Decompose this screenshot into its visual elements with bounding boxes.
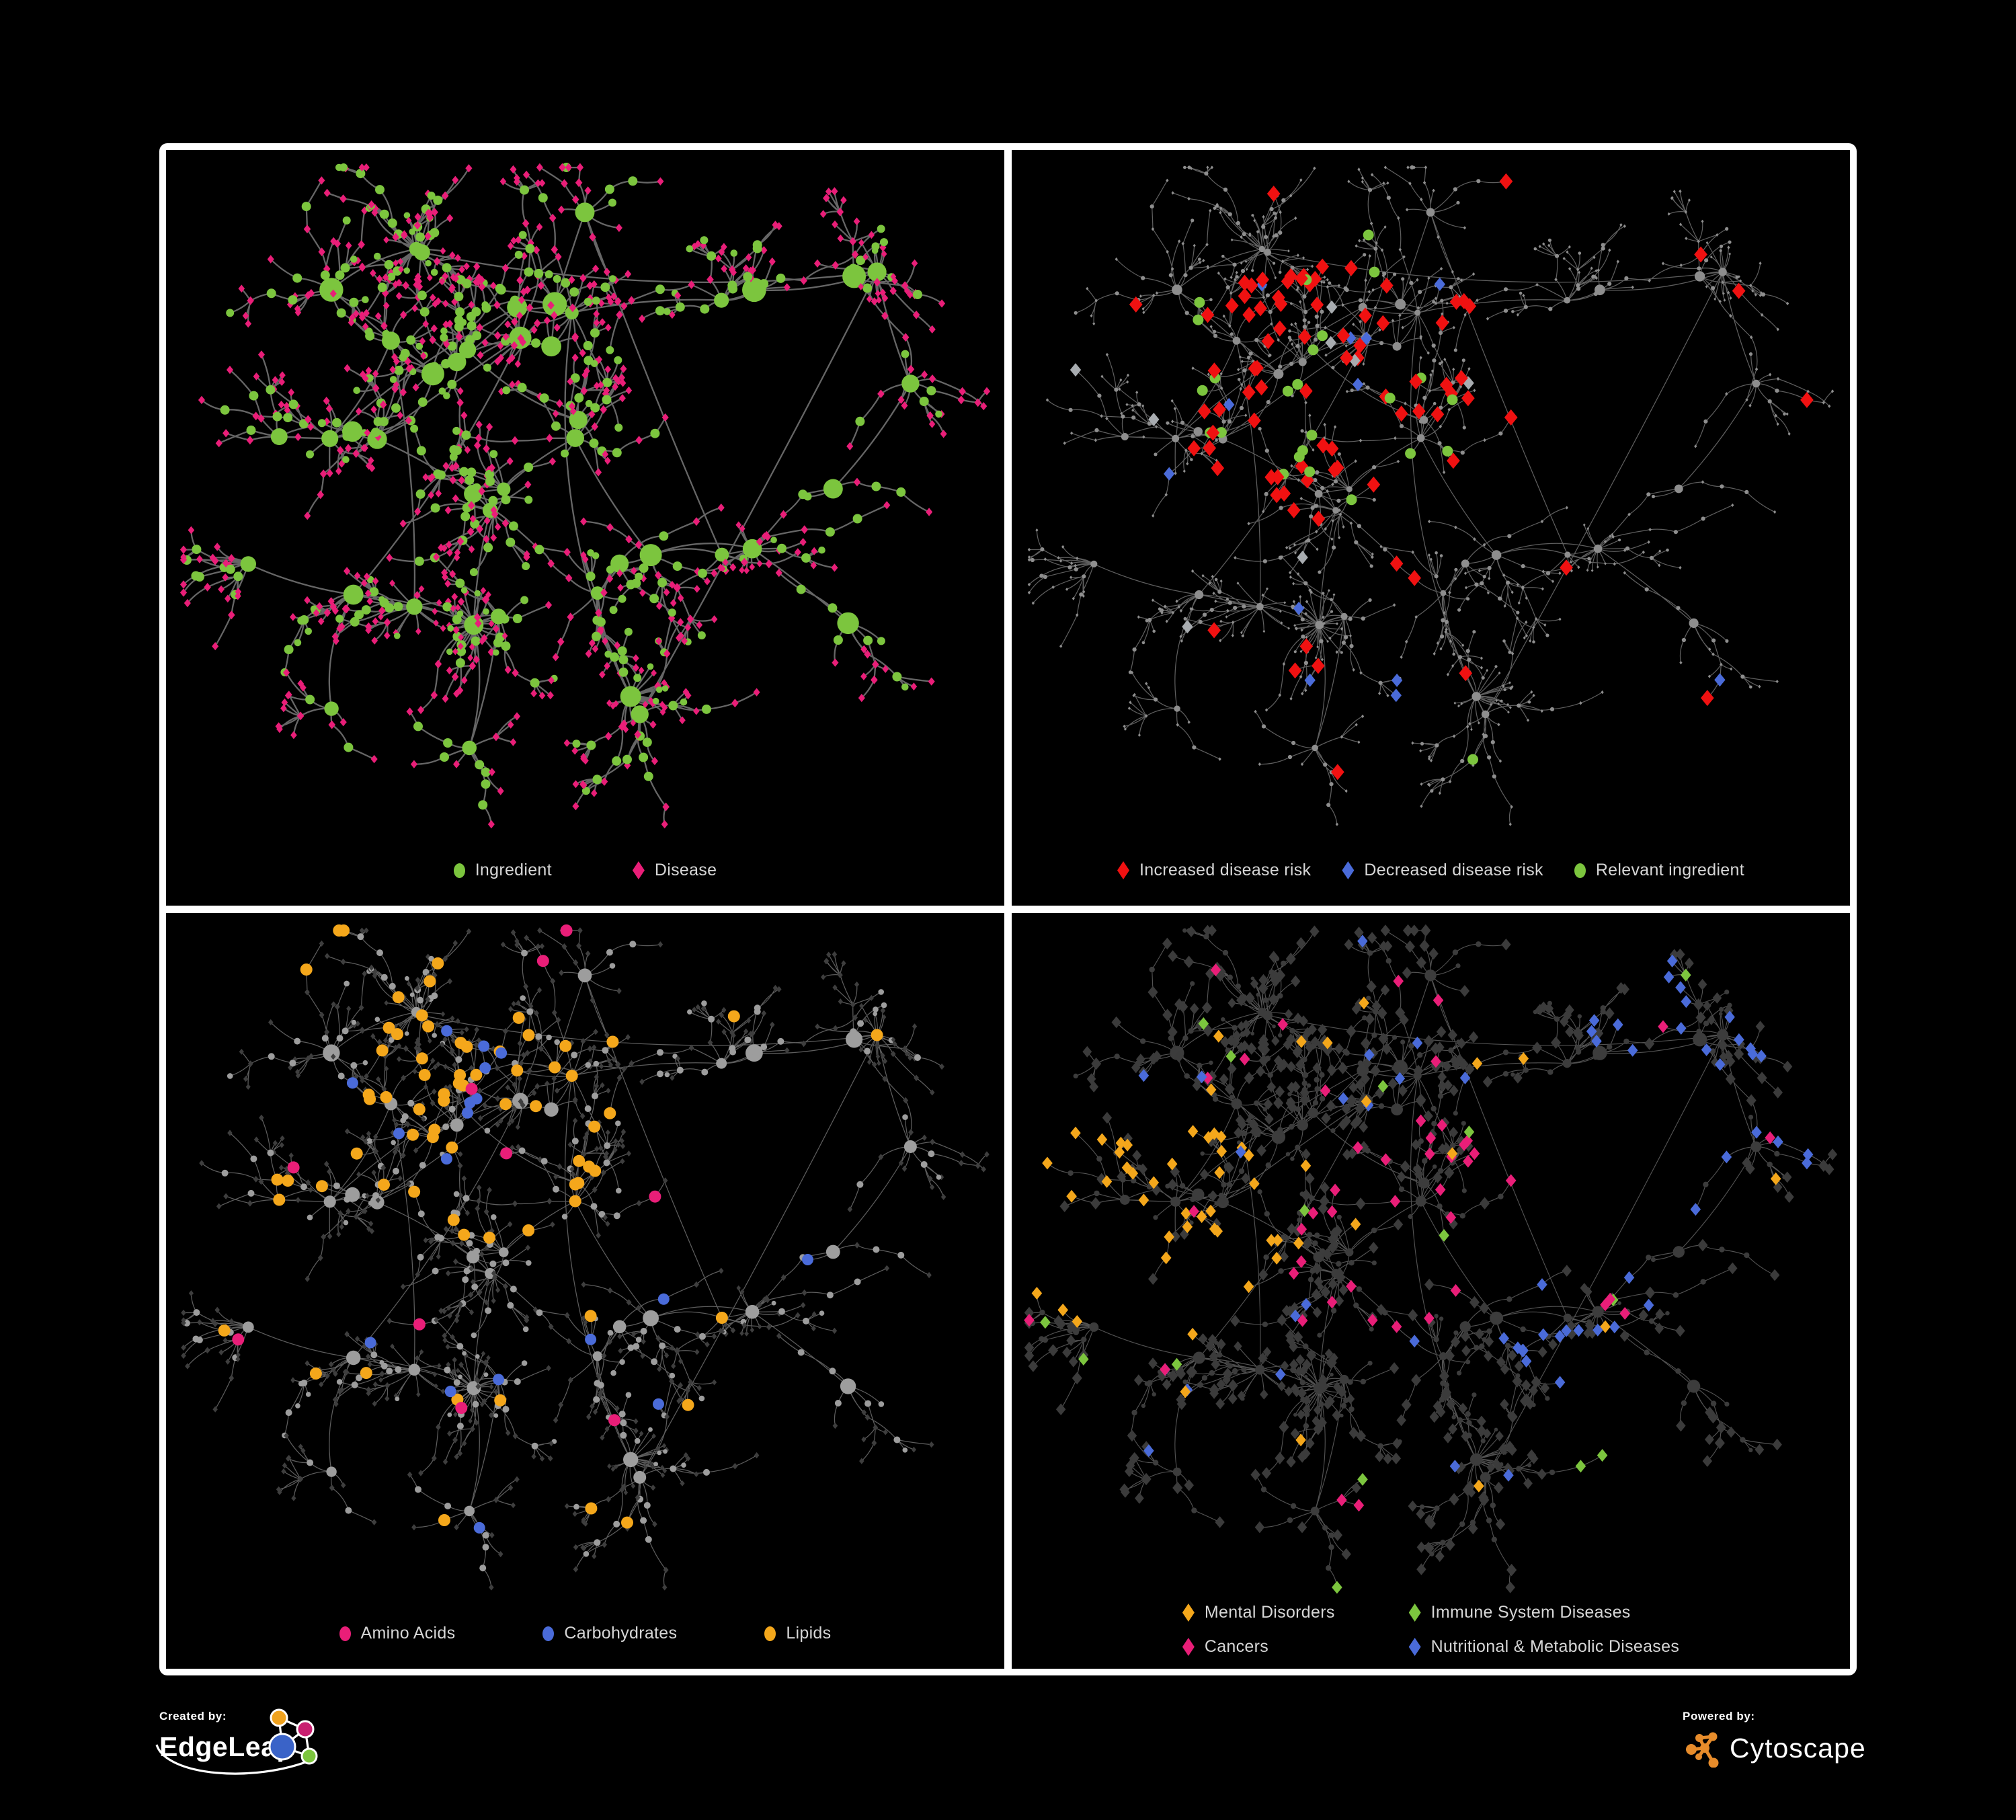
legend-circle-icon (542, 1626, 555, 1641)
panel-disease-categories: Mental Disorders Immune System Diseases Ca… (1012, 913, 1850, 1669)
edgeleap-wordmark: EdgeLeap (159, 1731, 294, 1762)
legend-label: Nutritional & Metabolic Diseases (1430, 1637, 1680, 1656)
legend-item: Immune System Diseases (1408, 1603, 1631, 1622)
disease-categories-network-graph (1024, 924, 1838, 1594)
powered-by-block: Powered by: Cytoscape (1683, 1710, 1884, 1811)
legend-diamond-icon (1182, 1604, 1195, 1622)
panel-disease-risk: Increased disease risk Decreased disease … (1012, 150, 1850, 906)
legend-item: Nutritional & Metabolic Diseases (1408, 1637, 1680, 1657)
legend-label: Immune System Diseases (1430, 1603, 1631, 1622)
cytoscape-wordmark: Cytoscape (1730, 1732, 1866, 1764)
nutrient-classes-network-graph (181, 924, 990, 1591)
legend-item: Disease (632, 861, 717, 880)
legend-item: Decreased disease risk (1342, 861, 1543, 880)
legend-circle-icon (764, 1626, 776, 1641)
ingredient-disease-network-graph (179, 163, 991, 829)
panel-ingredient-disease: Ingredient Disease (166, 150, 1004, 906)
legend-item: Carbohydrates (542, 1624, 677, 1643)
created-by-label: Created by: (159, 1710, 227, 1723)
legend-label: Carbohydrates (564, 1624, 678, 1643)
legend-ingredient-disease: Ingredient Disease (166, 861, 1004, 880)
legend-item: Lipids (764, 1624, 831, 1643)
legend-label: Cancers (1204, 1637, 1269, 1656)
legend-disease-risk: Increased disease risk Decreased disease … (1012, 861, 1850, 880)
legend-diamond-icon (1182, 1638, 1195, 1656)
legend-diamond-icon (1342, 861, 1355, 879)
created-by-block: Created by: EdgeLeap (155, 1708, 509, 1811)
legend-label: Ingredient (475, 861, 552, 879)
legend-diamond-icon (632, 861, 645, 879)
legend-label: Increased disease risk (1139, 861, 1312, 879)
panel-nutrient-classes: Amino Acids Carbohydrates Lipids (166, 913, 1004, 1669)
figure-grid: Ingredient Disease Increased disease risk… (159, 143, 1857, 1675)
legend-label: Decreased disease risk (1364, 861, 1543, 879)
legend-label: Relevant ingredient (1595, 861, 1744, 879)
legend-diamond-icon (1117, 861, 1130, 879)
legend-item: Cancers (1182, 1637, 1268, 1657)
legend-label: Disease (654, 861, 717, 879)
legend-item: Mental Disorders (1182, 1603, 1335, 1622)
legend-circle-icon (339, 1626, 351, 1641)
legend-label: Mental Disorders (1204, 1603, 1335, 1622)
legend-label: Amino Acids (360, 1624, 456, 1643)
legend-item: Amino Acids (339, 1624, 456, 1643)
powered-by-label: Powered by: (1683, 1710, 1755, 1723)
cytoscape-logo-icon (1686, 1732, 1719, 1768)
legend-label: Lipids (786, 1624, 832, 1643)
legend-circle-icon (453, 863, 465, 878)
legend-nutrient-classes: Amino Acids Carbohydrates Lipids (166, 1624, 1004, 1643)
legend-diamond-icon (1408, 1638, 1421, 1656)
legend-item: Relevant ingredient (1574, 861, 1744, 880)
legend-circle-icon (1574, 863, 1586, 878)
legend-disease-categories: Mental Disorders Immune System Diseases Ca… (1012, 1603, 1850, 1657)
legend-item: Ingredient (453, 861, 552, 880)
disease-risk-network-graph (1027, 165, 1834, 826)
legend-diamond-icon (1408, 1604, 1421, 1622)
legend-item: Increased disease risk (1117, 861, 1311, 880)
